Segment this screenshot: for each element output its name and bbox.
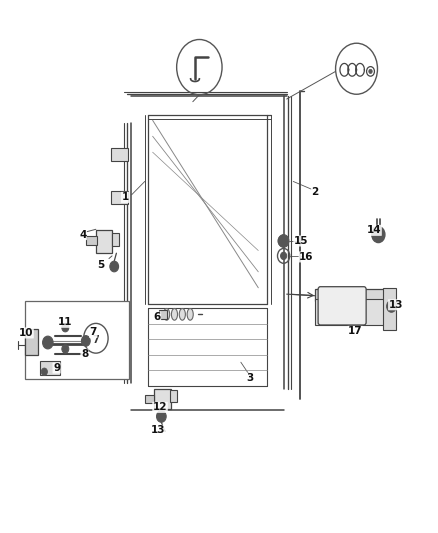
Bar [111,149,128,161]
Circle shape [279,235,289,247]
Text: 1: 1 [121,192,129,203]
Bar [86,236,97,245]
Text: 4: 4 [79,230,86,240]
Text: 16: 16 [299,252,314,262]
Circle shape [64,326,67,330]
Circle shape [156,410,166,422]
Text: 8: 8 [81,349,88,359]
Text: 14: 14 [367,225,381,236]
Circle shape [375,230,382,239]
Text: 3: 3 [246,373,253,383]
Text: 10: 10 [19,328,33,338]
Text: 13: 13 [389,300,403,310]
Bar [315,289,385,301]
Text: 12: 12 [153,402,167,413]
Bar [25,329,38,356]
FancyBboxPatch shape [318,287,366,325]
Text: 2: 2 [311,187,319,197]
Text: 13: 13 [151,425,165,435]
Text: 9: 9 [53,363,60,373]
Bar [170,390,177,402]
Circle shape [45,340,50,346]
Circle shape [389,303,394,310]
Circle shape [42,336,53,349]
Circle shape [281,238,286,244]
Circle shape [280,238,285,244]
Bar [153,389,171,409]
Text: 5: 5 [98,260,105,270]
Bar [383,288,396,330]
Ellipse shape [187,309,193,320]
Text: 7: 7 [89,327,97,337]
Circle shape [112,263,117,270]
Circle shape [41,368,47,375]
Bar [315,300,385,325]
Circle shape [110,261,119,272]
Text: 7: 7 [92,335,99,345]
Text: 6: 6 [153,312,161,322]
Circle shape [62,324,69,332]
Ellipse shape [179,309,185,320]
Bar [159,310,167,319]
Text: 11: 11 [58,317,73,327]
Circle shape [159,413,164,419]
Bar [113,233,119,246]
Circle shape [281,252,287,260]
Bar [25,301,130,379]
Bar [111,191,128,204]
Circle shape [62,345,69,353]
Text: 17: 17 [348,326,363,336]
Ellipse shape [163,309,170,320]
Bar [40,361,60,375]
Circle shape [387,301,396,312]
Circle shape [81,336,90,346]
Ellipse shape [171,309,177,320]
Bar [96,230,113,253]
Circle shape [369,69,372,74]
Bar [145,394,154,402]
Text: 15: 15 [294,236,308,246]
Circle shape [372,227,385,243]
